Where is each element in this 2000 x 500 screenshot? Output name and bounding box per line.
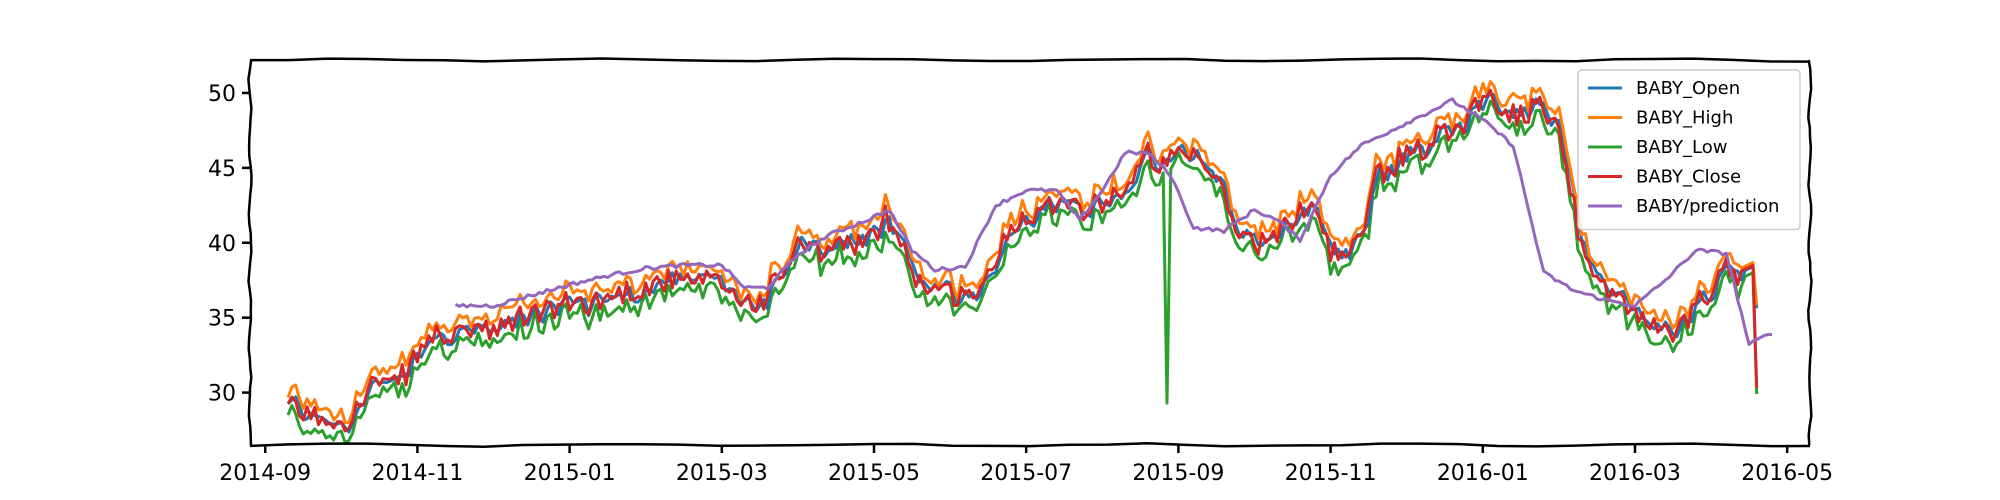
legend-label-baby-low: BABY_Low bbox=[1636, 137, 1727, 158]
series-line-baby-high bbox=[286, 80, 1759, 425]
x-tick-label: 2014-11 bbox=[371, 461, 463, 486]
series-line-baby-low bbox=[286, 99, 1759, 445]
y-tick-label: 40 bbox=[208, 232, 236, 257]
series-line-baby-close bbox=[286, 88, 1759, 433]
legend-label-baby-open: BABY_Open bbox=[1636, 78, 1740, 99]
frame-top bbox=[250, 57, 1811, 63]
legend-box bbox=[1577, 69, 1801, 231]
x-tick-label: 2016-03 bbox=[1589, 461, 1681, 486]
x-tick-label: 2016-05 bbox=[1741, 461, 1833, 486]
frame-bottom bbox=[249, 442, 1811, 448]
axes: 30 35 40 45 50 2014-09 2014-11 2015-01 2015-03 20… bbox=[208, 82, 1833, 486]
y-tick-label: 50 bbox=[208, 82, 236, 107]
legend-label-baby-close: BABY_Close bbox=[1636, 167, 1741, 188]
y-tick-label: 35 bbox=[208, 307, 236, 332]
plot-frame bbox=[247, 57, 1813, 448]
x-tick-label: 2014-09 bbox=[219, 461, 311, 486]
x-tick-label: 2015-11 bbox=[1285, 461, 1377, 486]
legend: BABY_Open BABY_High BABY_Low BABY_Close BABY… bbox=[1577, 69, 1801, 231]
series-layer bbox=[286, 80, 1773, 445]
y-tick-label: 45 bbox=[208, 157, 236, 182]
x-tick-label: 2015-03 bbox=[676, 461, 768, 486]
x-tick-label: 2015-09 bbox=[1132, 461, 1224, 486]
series-line-baby-prediction bbox=[454, 97, 1773, 347]
x-tick-label: 2015-01 bbox=[524, 461, 616, 486]
x-tick-label: 2015-05 bbox=[828, 461, 920, 486]
legend-label-baby-high: BABY_High bbox=[1636, 108, 1733, 129]
x-tick-label: 2016-01 bbox=[1437, 461, 1529, 486]
x-tick-label: 2015-07 bbox=[980, 461, 1072, 486]
legend-label-baby-prediction: BABY/prediction bbox=[1636, 196, 1779, 217]
frame-left bbox=[247, 59, 253, 446]
y-tick-label: 30 bbox=[208, 382, 236, 407]
frame-right bbox=[1807, 59, 1813, 446]
